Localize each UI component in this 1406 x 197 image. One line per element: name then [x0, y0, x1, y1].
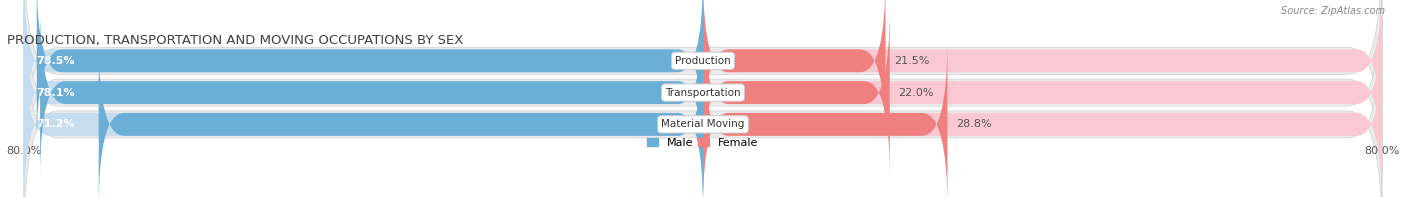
Text: Transportation: Transportation	[665, 88, 741, 98]
Text: 71.2%: 71.2%	[37, 119, 76, 129]
Text: 28.8%: 28.8%	[956, 119, 991, 129]
FancyBboxPatch shape	[41, 9, 703, 177]
FancyBboxPatch shape	[24, 0, 1382, 197]
FancyBboxPatch shape	[98, 40, 703, 197]
FancyBboxPatch shape	[703, 9, 1382, 177]
Text: Production: Production	[675, 56, 731, 66]
FancyBboxPatch shape	[24, 40, 703, 197]
FancyBboxPatch shape	[703, 40, 948, 197]
FancyBboxPatch shape	[37, 0, 703, 145]
Text: Source: ZipAtlas.com: Source: ZipAtlas.com	[1281, 6, 1385, 16]
FancyBboxPatch shape	[24, 0, 1382, 174]
Legend: Male, Female: Male, Female	[647, 138, 759, 148]
FancyBboxPatch shape	[24, 11, 1382, 197]
Text: 21.5%: 21.5%	[894, 56, 929, 66]
FancyBboxPatch shape	[703, 0, 1382, 145]
Text: 22.0%: 22.0%	[898, 88, 934, 98]
FancyBboxPatch shape	[703, 0, 886, 145]
FancyBboxPatch shape	[703, 40, 1382, 197]
FancyBboxPatch shape	[24, 9, 703, 177]
FancyBboxPatch shape	[703, 9, 890, 177]
Text: 78.1%: 78.1%	[37, 88, 76, 98]
FancyBboxPatch shape	[24, 0, 703, 145]
Text: 78.5%: 78.5%	[37, 56, 76, 66]
Text: PRODUCTION, TRANSPORTATION AND MOVING OCCUPATIONS BY SEX: PRODUCTION, TRANSPORTATION AND MOVING OC…	[7, 34, 464, 47]
Text: Material Moving: Material Moving	[661, 119, 745, 129]
